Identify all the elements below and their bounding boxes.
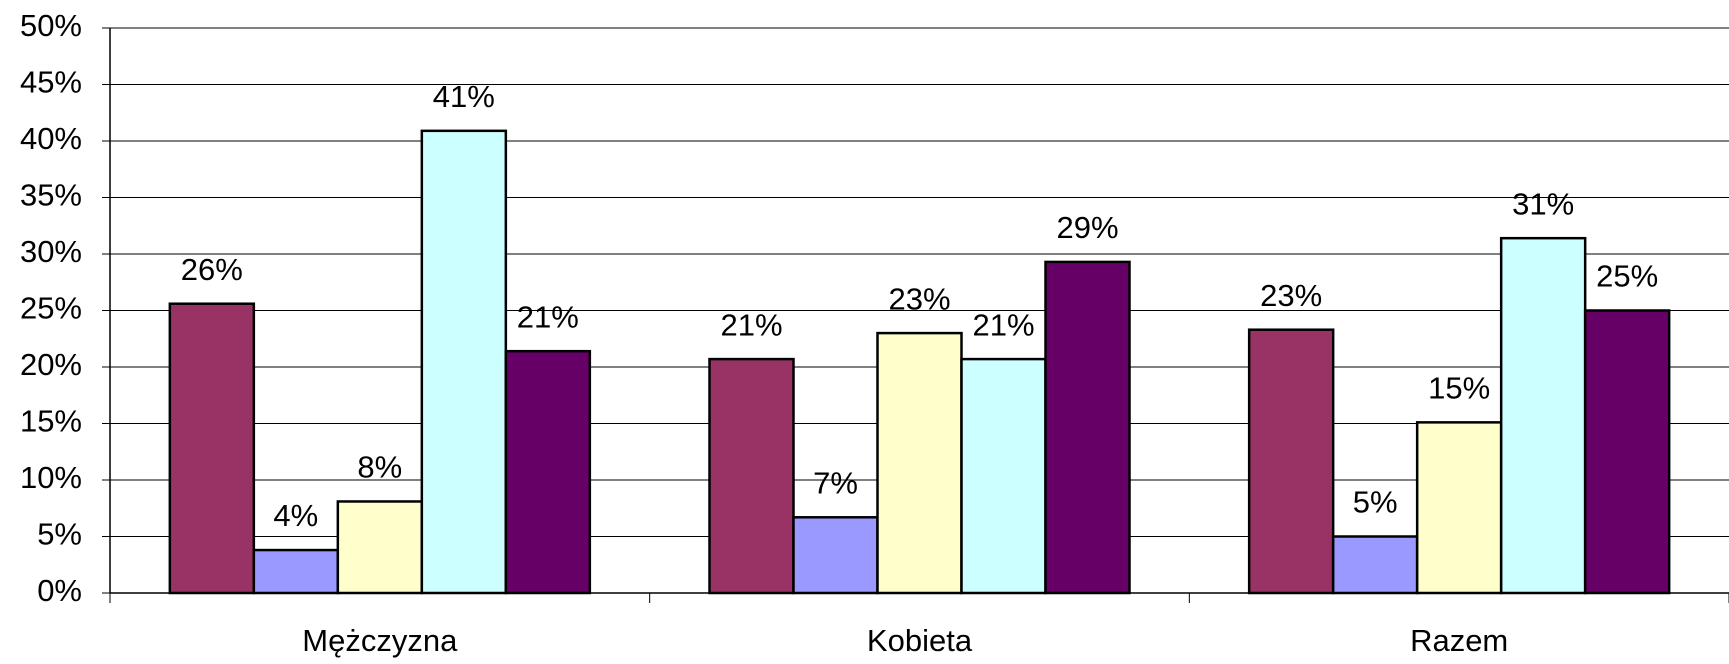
data-label: 15%: [1428, 371, 1490, 406]
data-label: 8%: [357, 450, 402, 485]
bar: [1415, 421, 1503, 595]
y-tick-label: 30%: [20, 234, 82, 269]
x-tick-label: Razem: [1410, 623, 1508, 658]
data-label: 7%: [813, 465, 858, 500]
bar: [336, 500, 424, 595]
data-label: 23%: [888, 281, 950, 316]
y-tick-label: 25%: [20, 291, 82, 326]
bar: [420, 129, 508, 595]
bar: [1247, 328, 1335, 595]
y-tick-label: 0%: [37, 573, 82, 608]
data-label: 31%: [1512, 186, 1574, 221]
data-label: 21%: [972, 307, 1034, 342]
y-tick-label: 15%: [20, 404, 82, 439]
data-label: 4%: [273, 498, 318, 533]
x-tick-label: Kobieta: [867, 623, 973, 658]
data-label: 23%: [1260, 278, 1322, 313]
y-tick-label: 35%: [20, 178, 82, 213]
y-tick-label: 10%: [20, 460, 82, 495]
y-tick-label: 20%: [20, 347, 82, 382]
data-label: 21%: [517, 299, 579, 334]
bar: [1499, 236, 1587, 595]
bar: [504, 349, 592, 595]
data-label: 25%: [1596, 259, 1658, 294]
bar: [708, 357, 795, 595]
y-tick-label: 5%: [37, 517, 82, 552]
bar: [252, 548, 340, 595]
data-label: 5%: [1353, 485, 1398, 520]
bar: [1044, 260, 1131, 595]
bar: [168, 302, 256, 595]
data-label: 21%: [720, 307, 782, 342]
data-label: 41%: [433, 79, 495, 114]
bar: [1583, 309, 1671, 595]
y-tick-label: 40%: [20, 121, 82, 156]
bar: [876, 331, 963, 595]
data-label: 26%: [181, 252, 243, 287]
x-tick-label: Mężczyzna: [302, 623, 458, 658]
bar: [960, 357, 1047, 595]
y-tick-label: 45%: [20, 65, 82, 100]
data-label: 29%: [1056, 210, 1118, 245]
bar: [1331, 535, 1419, 595]
bar: [792, 516, 879, 595]
y-tick-label: 50%: [20, 8, 82, 43]
